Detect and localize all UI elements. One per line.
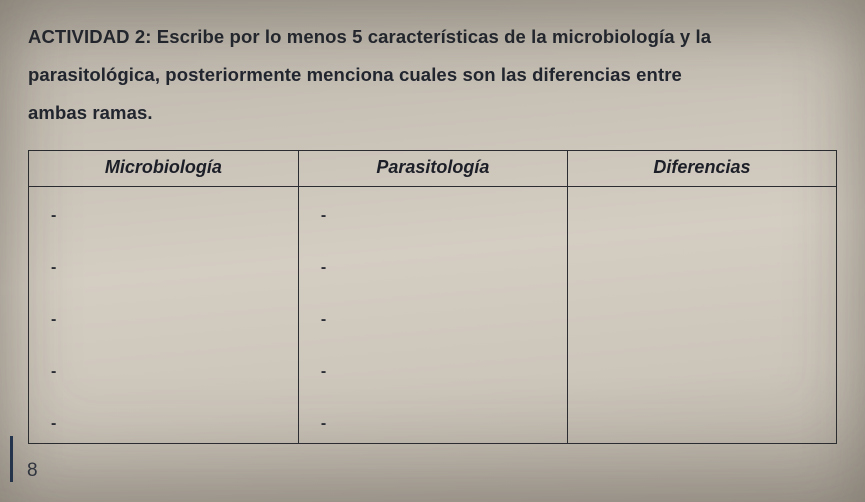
- bullet-item: [51, 311, 286, 329]
- table-header-row: Microbiología Parasitología Diferencias: [29, 150, 837, 186]
- footer-mark: 8: [10, 436, 38, 486]
- table-body-row: [29, 186, 837, 443]
- accent-bar: [10, 436, 13, 482]
- bullet-item: [321, 207, 555, 225]
- bullet-item: [321, 259, 555, 277]
- cell-diferencias: [567, 186, 836, 443]
- bullets-parasitologia: [321, 201, 555, 433]
- cell-microbiologia: [29, 186, 299, 443]
- comparison-table-wrap: Microbiología Parasitología Diferencias: [28, 150, 837, 444]
- bullet-item: [321, 311, 555, 329]
- cell-parasitologia: [298, 186, 567, 443]
- bullet-item: [321, 415, 555, 433]
- worksheet-page: ACTIVIDAD 2: Escribe por lo menos 5 cara…: [0, 0, 865, 444]
- page-number: 8: [27, 460, 38, 482]
- bullet-item: [321, 363, 555, 381]
- bullets-microbiologia: [51, 201, 286, 433]
- activity-heading: ACTIVIDAD 2: Escribe por lo menos 5 cara…: [28, 18, 837, 132]
- bullet-item: [51, 363, 286, 381]
- col-header-microbiologia: Microbiología: [29, 150, 299, 186]
- bullet-item: [51, 259, 286, 277]
- bullet-item: [51, 207, 286, 225]
- comparison-table: Microbiología Parasitología Diferencias: [28, 150, 837, 444]
- activity-line3: ambas ramas.: [28, 102, 153, 123]
- activity-line1: Escribe por lo menos 5 características d…: [157, 26, 711, 47]
- bullet-item: [51, 415, 286, 433]
- col-header-diferencias: Diferencias: [567, 150, 836, 186]
- activity-label: ACTIVIDAD 2:: [28, 26, 152, 47]
- col-header-parasitologia: Parasitología: [298, 150, 567, 186]
- activity-line2: parasitológica, posteriormente menciona …: [28, 64, 682, 85]
